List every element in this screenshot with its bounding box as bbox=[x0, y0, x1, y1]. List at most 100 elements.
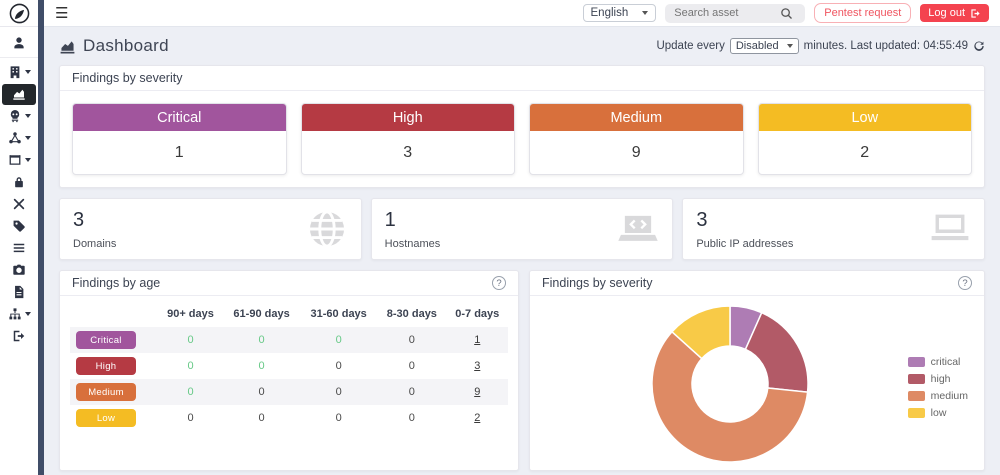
pentest-request-button[interactable]: Pentest request bbox=[814, 3, 912, 23]
topbar: ☰ English Pentest request Log out bbox=[44, 0, 1000, 27]
age-row-high: High 0 0 0 0 3 bbox=[70, 353, 508, 379]
age-row-medium: Medium 0 0 0 0 9 bbox=[70, 379, 508, 405]
logout-button[interactable]: Log out bbox=[920, 4, 989, 22]
severity-chart-panel: Findings by severity ? critical high mediu… bbox=[529, 270, 985, 471]
legend-label: medium bbox=[930, 390, 968, 402]
sign-out-icon bbox=[13, 330, 25, 342]
laptop-icon bbox=[931, 214, 969, 241]
language-select-value: English bbox=[590, 7, 629, 19]
severity-chart-body: critical high medium low bbox=[530, 296, 984, 469]
severity-badge: Critical bbox=[76, 331, 136, 349]
skull-crossbones-icon bbox=[10, 110, 19, 123]
chart-legend: critical high medium low bbox=[907, 356, 968, 419]
sidebar-item-dashboard-chart[interactable] bbox=[0, 83, 38, 105]
laptop-code-icon bbox=[618, 215, 659, 241]
tools-icon bbox=[13, 198, 25, 210]
stat-card-hostnames: 1 Hostnames bbox=[370, 198, 674, 260]
age-count-link[interactable]: 3 bbox=[474, 360, 481, 372]
sidebar-item-tag[interactable] bbox=[0, 215, 38, 237]
stat-label: Hostnames bbox=[384, 237, 441, 250]
age-col-header: 90+ days bbox=[167, 308, 214, 320]
severity-card-count: 2 bbox=[860, 143, 870, 161]
auto-update-controls: Update every Disabled minutes. Last upda… bbox=[656, 38, 985, 54]
sidebar-item-building[interactable] bbox=[0, 61, 38, 83]
menu-toggle-icon[interactable]: ☰ bbox=[55, 4, 69, 22]
refresh-icon[interactable] bbox=[973, 40, 985, 52]
age-col-header: 0-7 days bbox=[455, 308, 500, 320]
stat-value: 3 bbox=[696, 208, 708, 231]
legend-item-low: low bbox=[907, 407, 968, 419]
update-prefix: Update every bbox=[656, 40, 725, 52]
window-icon bbox=[9, 155, 20, 165]
age-count: 0 bbox=[187, 386, 194, 398]
help-icon[interactable]: ? bbox=[958, 276, 972, 290]
age-row-low: Low 0 0 0 0 2 bbox=[70, 405, 508, 431]
severity-chart-panel-header: Findings by severity ? bbox=[530, 271, 984, 296]
severity-badge: Medium bbox=[76, 383, 136, 401]
age-count-link[interactable]: 9 bbox=[474, 386, 481, 398]
findings-by-severity-panel: Findings by severity Critical 1 High 3 Mediu… bbox=[59, 65, 985, 188]
help-icon[interactable]: ? bbox=[492, 276, 506, 290]
age-count: 0 bbox=[408, 360, 415, 372]
sidebar-item-list[interactable] bbox=[0, 237, 38, 259]
severity-card-label: Medium bbox=[530, 104, 743, 131]
search-icon[interactable] bbox=[780, 7, 793, 20]
search-asset-input[interactable] bbox=[672, 6, 781, 20]
list-icon bbox=[13, 243, 25, 253]
chevron-down-icon bbox=[786, 44, 793, 48]
age-count: 0 bbox=[258, 360, 265, 372]
stat-label: Public IP addresses bbox=[696, 237, 794, 250]
page-header: Dashboard Update every Disabled minutes.… bbox=[59, 27, 985, 65]
update-interval-select[interactable]: Disabled bbox=[729, 38, 799, 54]
age-count-link[interactable]: 1 bbox=[474, 334, 481, 346]
severity-card-critical[interactable]: Critical 1 bbox=[72, 103, 287, 175]
sidebar-item-camera[interactable] bbox=[0, 259, 38, 281]
sidebar-item-sign-out[interactable] bbox=[0, 325, 38, 347]
age-count: 0 bbox=[408, 386, 415, 398]
severity-card-count: 1 bbox=[174, 143, 184, 161]
sidebar-item-sitemap[interactable] bbox=[0, 303, 38, 325]
legend-swatch bbox=[907, 374, 925, 384]
severity-card-count: 3 bbox=[403, 143, 413, 161]
sidebar-item-lock[interactable] bbox=[0, 171, 38, 193]
severity-card-high[interactable]: High 3 bbox=[300, 103, 515, 175]
legend-item-critical: critical bbox=[907, 356, 968, 368]
bottom-row: Findings by age ? 90+ days 61-90 days 31-6… bbox=[59, 270, 985, 471]
dashboard-chart-icon bbox=[13, 89, 25, 100]
stat-label: Domains bbox=[73, 237, 117, 250]
search-asset-wrap bbox=[665, 3, 806, 23]
legend-swatch bbox=[907, 357, 925, 367]
lock-icon bbox=[15, 177, 23, 188]
severity-card-low[interactable]: Low 2 bbox=[757, 103, 972, 175]
findings-by-age-table: 90+ days 61-90 days 31-60 days 8-30 days 0-7… bbox=[70, 299, 508, 431]
camera-icon bbox=[13, 264, 25, 275]
sidebar-item-share-nodes[interactable] bbox=[0, 127, 38, 149]
sidebar-accent-strip bbox=[38, 0, 44, 475]
asset-stats-row: 3 Domains 1 Hostnames 3 Public IP addresses bbox=[59, 198, 985, 260]
findings-by-age-panel-header: Findings by age ? bbox=[60, 271, 518, 296]
age-col-header: 31-60 days bbox=[310, 308, 367, 320]
sidebar-item-user[interactable] bbox=[0, 32, 38, 54]
severity-card-count: 9 bbox=[631, 143, 641, 161]
sidebar-item-tools[interactable] bbox=[0, 193, 38, 215]
sidebar-item-file[interactable] bbox=[0, 281, 38, 303]
sign-out-icon bbox=[971, 8, 980, 18]
language-select[interactable]: English bbox=[582, 4, 657, 22]
age-count: 0 bbox=[258, 412, 265, 424]
age-count-link[interactable]: 2 bbox=[474, 412, 481, 424]
app-logo[interactable] bbox=[0, 0, 38, 27]
sidebar-item-window[interactable] bbox=[0, 149, 38, 171]
building-icon bbox=[10, 66, 19, 79]
sidebar-item-skull-crossbones[interactable] bbox=[0, 105, 38, 127]
donut-slice-medium bbox=[651, 330, 809, 463]
donut-slice-low bbox=[670, 305, 731, 360]
tag-icon bbox=[13, 220, 25, 232]
age-count: 0 bbox=[335, 360, 342, 372]
findings-by-severity-panel-header: Findings by severity bbox=[60, 66, 984, 91]
findings-by-age-panel: Findings by age ? 90+ days 61-90 days 31-6… bbox=[59, 270, 519, 471]
stat-card-public-ip-addresses: 3 Public IP addresses bbox=[682, 198, 985, 260]
content: Dashboard Update every Disabled minutes.… bbox=[44, 27, 1000, 475]
severity-card-medium[interactable]: Medium 9 bbox=[529, 103, 744, 175]
age-count: 0 bbox=[335, 334, 342, 346]
caret-down-icon bbox=[24, 114, 31, 118]
